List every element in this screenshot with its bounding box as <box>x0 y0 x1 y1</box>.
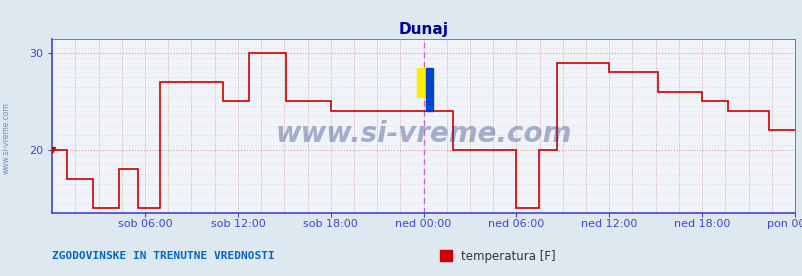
Title: Dunaj: Dunaj <box>398 22 448 38</box>
Text: www.si-vreme.com: www.si-vreme.com <box>275 120 571 148</box>
Text: ZGODOVINSKE IN TRENUTNE VREDNOSTI: ZGODOVINSKE IN TRENUTNE VREDNOSTI <box>52 251 274 261</box>
Text: www.si-vreme.com: www.si-vreme.com <box>2 102 11 174</box>
Bar <box>425 68 432 111</box>
Legend: temperatura [F]: temperatura [F] <box>435 245 560 267</box>
Bar <box>416 68 425 97</box>
